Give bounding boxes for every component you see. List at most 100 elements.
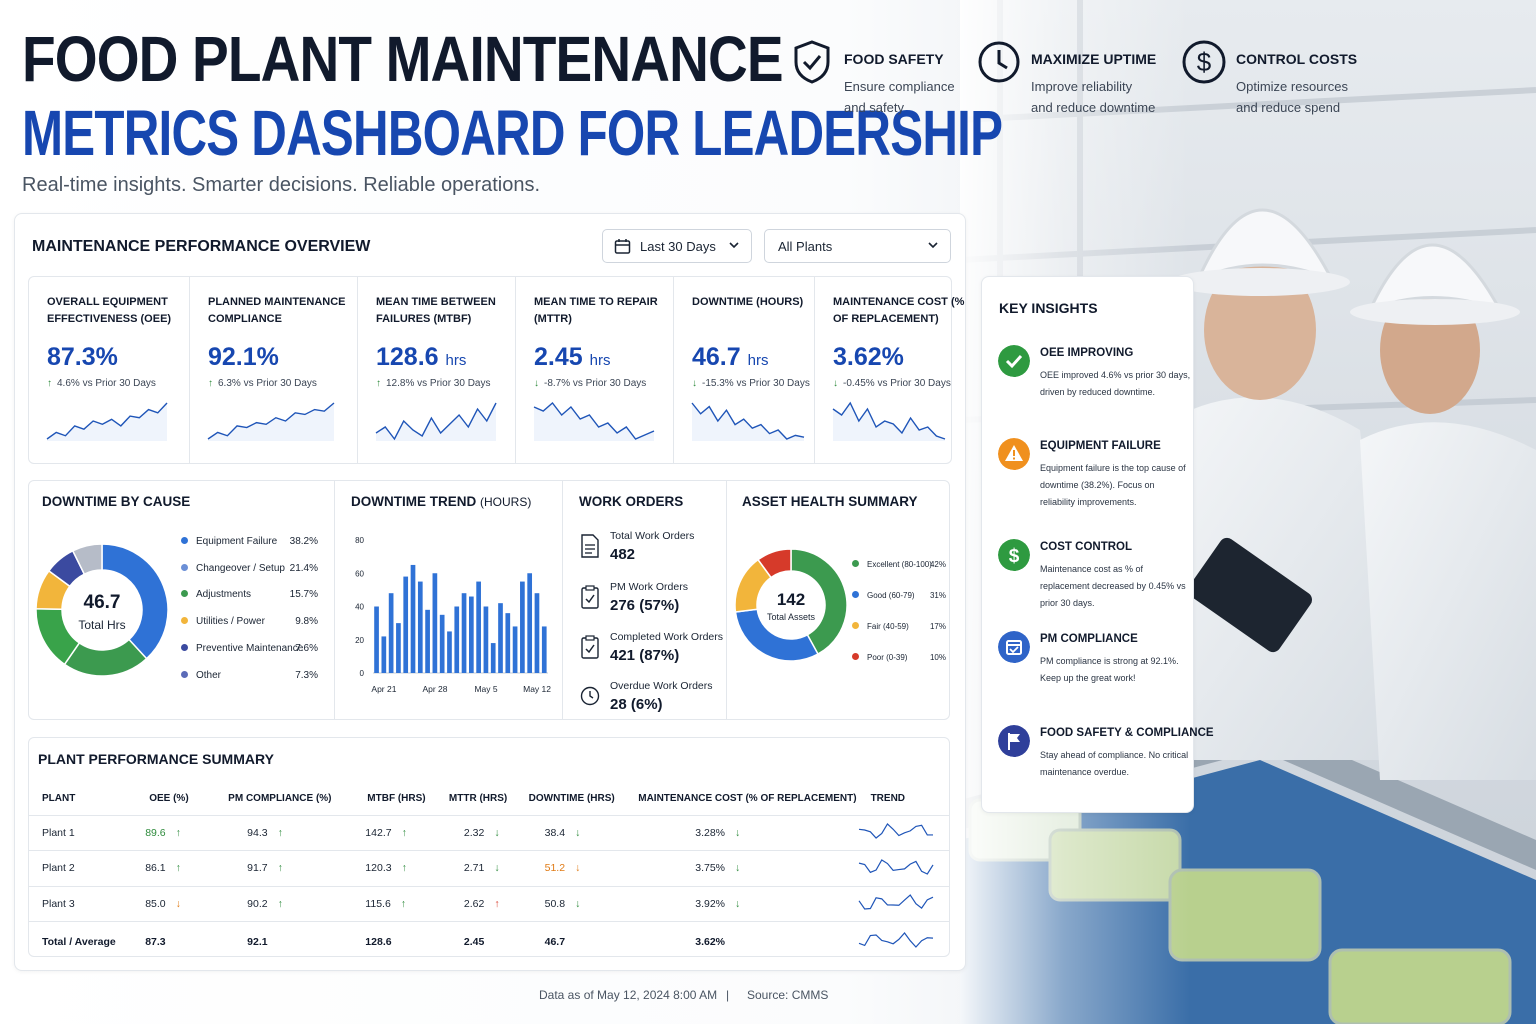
sparkline-line bbox=[691, 402, 805, 440]
donut-slice[interactable] bbox=[71, 543, 103, 576]
cell-mtbf: 128.6 bbox=[365, 935, 392, 948]
kpi-card-downtime[interactable]: DOWNTIME (HOURS) 46.7 hrs ↓ -15.3% vs Pri… bbox=[674, 277, 815, 463]
bar[interactable] bbox=[527, 573, 533, 673]
legend-item[interactable]: Adjustments 15.7% bbox=[181, 589, 318, 600]
cell-trend bbox=[856, 850, 950, 887]
trend-sparkline bbox=[858, 932, 933, 949]
kpi-card-mtbf[interactable]: MEAN TIME BETWEEN FAILURES (MTBF) 128.6 … bbox=[358, 277, 516, 463]
column-header[interactable]: MTTR (HRS) bbox=[434, 783, 515, 816]
table-row[interactable]: Plant 2 86.1 ↑ 91.7 ↑ 120.3 ↑ 2.71 ↓ 51.2 ↓ 3… bbox=[28, 850, 950, 887]
bar[interactable] bbox=[381, 636, 387, 673]
sparkline-area bbox=[692, 403, 804, 441]
bar[interactable] bbox=[476, 581, 481, 673]
bar[interactable] bbox=[512, 626, 518, 673]
insight-body: OEE improved 4.6% vs prior 30 days, driv… bbox=[1040, 370, 1191, 397]
column-header[interactable]: MTBF (HRS) bbox=[353, 783, 435, 816]
bar[interactable] bbox=[403, 576, 409, 673]
column-header[interactable]: PM COMPLIANCE (%) bbox=[214, 783, 354, 816]
legend-item[interactable]: Equipment Failure 38.2% bbox=[181, 536, 318, 547]
trend-sparkline bbox=[858, 858, 934, 875]
legend-item[interactable]: Utilities / Power 9.8% bbox=[181, 616, 318, 627]
cell-trend bbox=[856, 886, 950, 922]
bar[interactable] bbox=[425, 609, 430, 673]
sparkline-line bbox=[46, 402, 168, 440]
arrow-up-icon: ↑ bbox=[400, 897, 407, 910]
chevron-down-icon bbox=[928, 242, 938, 249]
bar[interactable] bbox=[374, 606, 379, 674]
charts-row bbox=[28, 480, 950, 720]
legend-value: 38.2% bbox=[289, 536, 318, 547]
table-total-row[interactable]: Total / Average 87.3 92.1 128.6 2.45 46.… bbox=[28, 922, 950, 962]
check-circle-icon bbox=[998, 345, 1030, 377]
work-order-pm[interactable]: PM Work Orders 276 (57%) bbox=[580, 581, 730, 625]
data-source: Source: CMMS bbox=[747, 988, 829, 1002]
kpi-value: 87.3% bbox=[47, 343, 118, 371]
donut-slice[interactable] bbox=[101, 543, 169, 660]
work-order-total[interactable]: Total Work Orders 482 bbox=[580, 530, 730, 574]
table-row[interactable]: Plant 3 85.0 ↓ 90.2 ↑ 115.6 ↑ 2.62 ↑ 50.8 ↓ 3… bbox=[28, 886, 950, 922]
bar[interactable] bbox=[454, 606, 460, 674]
work-order-label: Completed Work Orders bbox=[610, 631, 724, 643]
kpi-card-maintenance-cost[interactable]: MAINTENANCE COST (% OF REPLACEMENT) 3.62… bbox=[815, 277, 964, 463]
legend-label: Changeover / Setup bbox=[196, 562, 285, 574]
bar[interactable] bbox=[498, 603, 503, 673]
bar[interactable] bbox=[541, 626, 547, 673]
table-row[interactable]: Plant 1 89.6 ↑ 94.3 ↑ 142.7 ↑ 2.32 ↓ 38.4 ↓ 3… bbox=[28, 815, 950, 851]
svg-text:$: $ bbox=[1009, 546, 1020, 567]
kpi-sparkline bbox=[691, 402, 805, 441]
column-header[interactable]: TREND bbox=[856, 783, 950, 816]
bar[interactable] bbox=[388, 593, 394, 673]
kpi-card-pm-compliance[interactable]: PLANNED MAINTENANCE COMPLIANCE 92.1% ↑ 6.… bbox=[190, 277, 358, 463]
legend-value: 17% bbox=[929, 622, 946, 631]
arrow-up-icon: ↑ bbox=[401, 826, 407, 839]
legend-item[interactable]: Good (60-79) 31% bbox=[852, 591, 946, 600]
plant-filter-dropdown[interactable]: All Plants bbox=[764, 229, 951, 263]
bar[interactable] bbox=[432, 573, 438, 673]
bar[interactable] bbox=[520, 581, 525, 673]
legend-item[interactable]: Other 7.3% bbox=[181, 670, 318, 681]
donut-slice[interactable] bbox=[790, 548, 848, 656]
legend-item[interactable]: Fair (40-59) 17% bbox=[852, 622, 946, 631]
column-header[interactable]: OEE (%) bbox=[135, 783, 215, 816]
legend-item[interactable]: Excellent (80-100) 42% bbox=[852, 560, 946, 569]
bar[interactable] bbox=[490, 643, 496, 673]
work-order-completed[interactable]: Completed Work Orders 421 (87%) bbox=[580, 631, 730, 675]
page-title-line2: METRICS DASHBOARD FOR LEADERSHIP bbox=[22, 97, 1003, 169]
bar[interactable] bbox=[447, 631, 452, 673]
column-header[interactable]: PLANT bbox=[28, 783, 136, 816]
sparkline-line bbox=[375, 402, 497, 441]
bar[interactable] bbox=[468, 596, 474, 673]
kpi-card-mttr[interactable]: MEAN TIME TO REPAIR (MTTR) 2.45 hrs ↓ -8.… bbox=[516, 277, 674, 463]
asset-donut-center: 142 Total Assets bbox=[756, 590, 826, 622]
bar[interactable] bbox=[410, 564, 416, 673]
legend-value: 42% bbox=[929, 560, 946, 569]
bar[interactable] bbox=[534, 593, 540, 673]
arrow-down-icon: ↓ bbox=[735, 826, 741, 839]
donut-center: 46.7 Total Hrs bbox=[62, 592, 142, 632]
bar[interactable] bbox=[483, 606, 489, 674]
dollar-icon: $ bbox=[1182, 40, 1226, 84]
trend-line bbox=[858, 823, 933, 840]
column-header[interactable]: DOWNTIME (HRS) bbox=[514, 783, 625, 816]
legend-label: Poor (0-39) bbox=[867, 653, 908, 662]
legend-item[interactable]: Changeover / Setup 21.4% bbox=[181, 563, 318, 574]
legend-item[interactable]: Preventive Maintenance 7.6% bbox=[181, 643, 318, 654]
donut-slice[interactable] bbox=[757, 548, 792, 579]
legend-swatch bbox=[852, 653, 859, 660]
bar[interactable] bbox=[461, 593, 467, 673]
work-order-overdue[interactable]: Overdue Work Orders 28 (6%) bbox=[580, 680, 730, 724]
insight-body: PM compliance is strong at 92.1%. Keep u… bbox=[1040, 656, 1179, 683]
cell-pm: 90.2 ↑ bbox=[214, 886, 354, 922]
date-range-dropdown[interactable]: Last 30 Days bbox=[602, 229, 752, 263]
cell-mttr: 2.62 ↑ bbox=[434, 886, 515, 922]
downtime-by-cause-title: DOWNTIME BY CAUSE bbox=[42, 494, 191, 509]
bar[interactable] bbox=[396, 623, 401, 673]
bar[interactable] bbox=[505, 613, 511, 673]
kpi-value: 46.7 hrs bbox=[692, 343, 769, 371]
column-header[interactable]: MAINTENANCE COST (% OF REPLACEMENT) bbox=[624, 783, 857, 816]
bar[interactable] bbox=[439, 614, 445, 673]
insight-body: Stay ahead of compliance. No critical ma… bbox=[1040, 750, 1189, 777]
bar[interactable] bbox=[417, 581, 423, 673]
kpi-card-oee[interactable]: OVERALL EQUIPMENT EFFECTIVENESS (OEE) 87… bbox=[29, 277, 190, 463]
legend-item[interactable]: Poor (0-39) 10% bbox=[852, 653, 946, 662]
